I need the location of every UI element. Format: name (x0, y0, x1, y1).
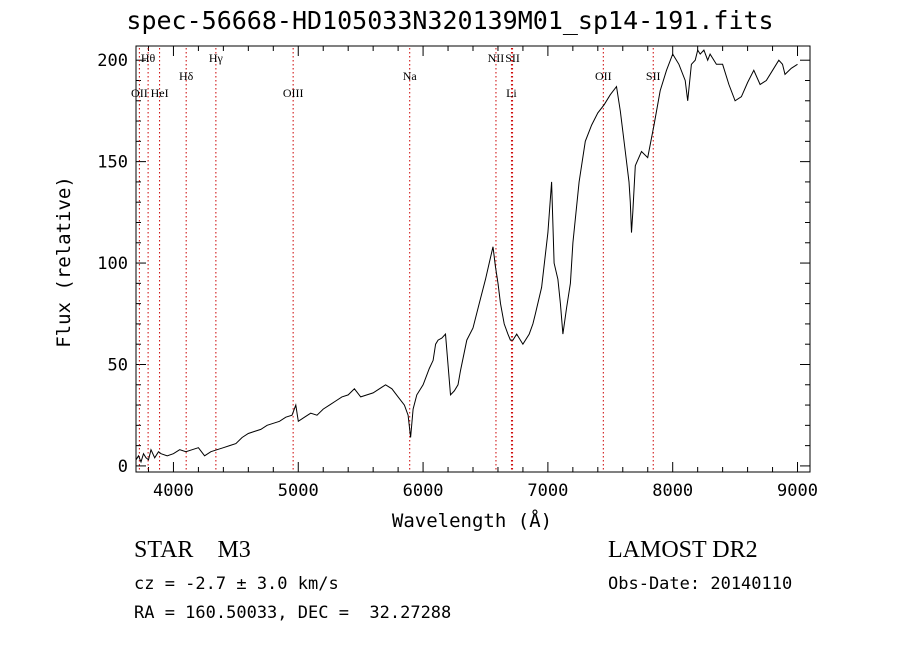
object-class: STAR M3 (134, 537, 251, 564)
x-tick-label: 5000 (278, 481, 319, 501)
line-marker-label: NII (488, 51, 505, 65)
line-marker-label: OII (131, 86, 148, 100)
line-marker-label: OIII (283, 86, 304, 100)
spectrum-line (135, 48, 798, 464)
y-tick-label: 0 (118, 457, 128, 477)
y-tick-label: 200 (97, 51, 128, 71)
plot-frame (135, 45, 811, 473)
y-tick-label: 50 (108, 355, 128, 375)
radec-label: RA = 160.50033, DEC = 32.27288 (134, 603, 452, 623)
line-marker-label: SII (505, 51, 520, 65)
x-tick-label: 4000 (153, 481, 194, 501)
x-tick-label: 8000 (652, 481, 693, 501)
chart-title: spec-56668-HD105033N320139M01_sp14-191.f… (126, 6, 774, 35)
line-marker-label: Hγ (209, 51, 224, 65)
y-tick-label: 100 (97, 254, 128, 274)
obs-date-label: Obs-Date: 20140110 (608, 574, 793, 594)
y-tick-label: 150 (97, 153, 128, 173)
x-tick-label: 6000 (403, 481, 444, 501)
line-marker-label: OII (595, 69, 612, 83)
line-marker-label: Hθ (141, 51, 156, 65)
class-label: STAR (134, 537, 194, 563)
line-marker-label: Na (403, 69, 418, 83)
redshift-label: cz = -2.7 ± 3.0 km/s (134, 574, 339, 594)
x-tick-label: 7000 (527, 481, 568, 501)
line-marker-label: Hδ (179, 69, 194, 83)
x-axis-label: Wavelength (Å) (391, 510, 553, 532)
survey-label: LAMOST DR2 (608, 537, 758, 563)
x-tick-label: 9000 (777, 481, 818, 501)
subclass-label: M3 (217, 537, 251, 563)
line-marker-label: Li (506, 86, 517, 100)
line-marker-label: HeI (151, 86, 169, 100)
line-marker-label: SII (646, 69, 661, 83)
